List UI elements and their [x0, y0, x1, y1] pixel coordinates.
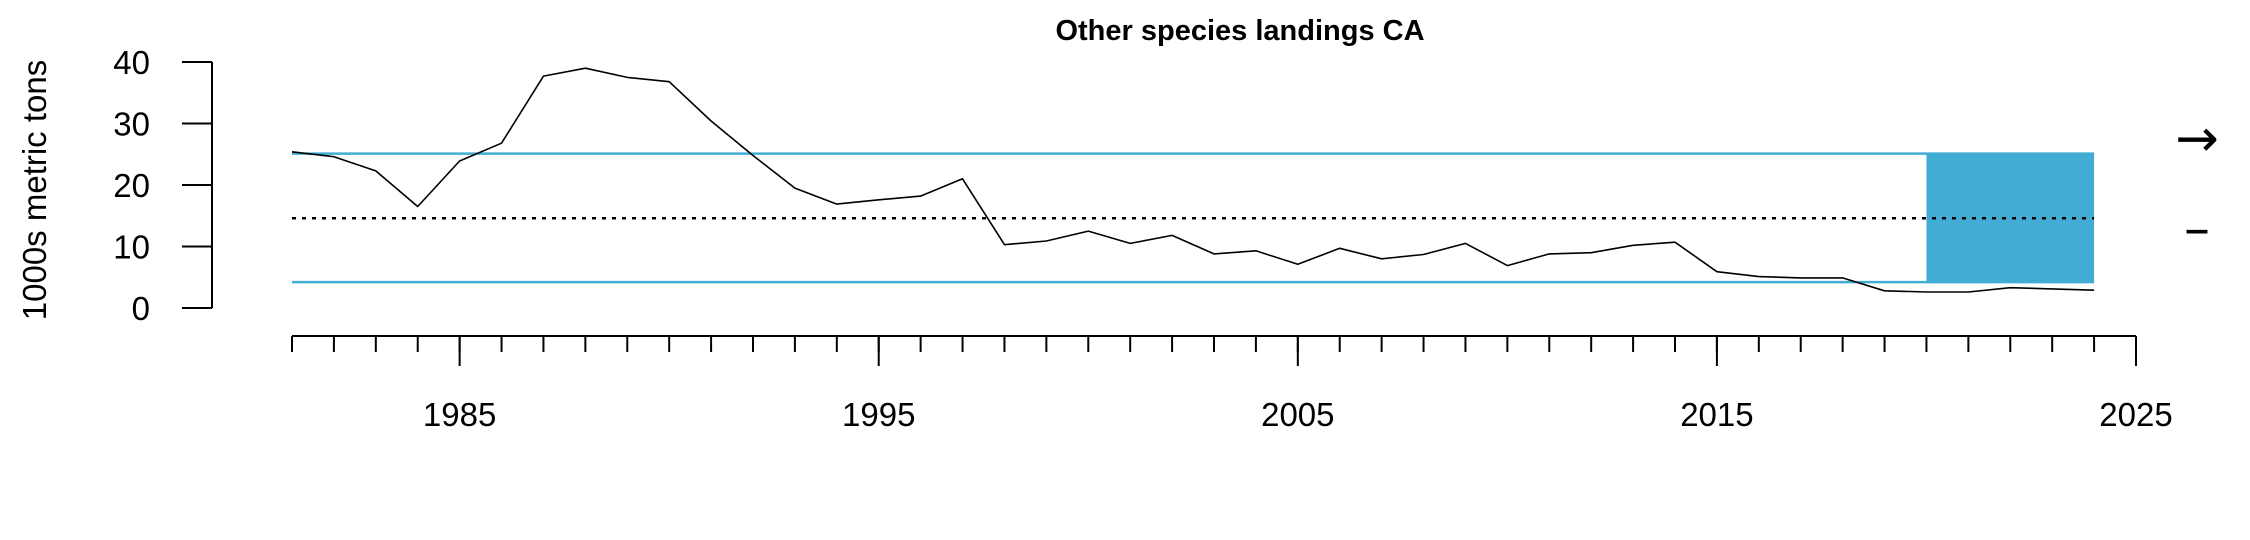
y-tick-label: 20 — [113, 167, 150, 204]
y-tick-label: 0 — [132, 290, 150, 327]
x-tick-label: 1985 — [423, 396, 496, 433]
x-axis: 1985 1995 2005 2015 2025 — [291, 335, 2173, 433]
trend-arrow-icon: → — [2175, 109, 2219, 169]
x-tick-label: 2015 — [1680, 396, 1753, 433]
y-tick-label: 30 — [113, 106, 150, 143]
chart-title: Other species landings CA — [1055, 15, 1424, 47]
recent-period-box — [1926, 153, 2095, 283]
y-tick-label: 40 — [113, 44, 150, 81]
y-axis: 0 10 20 30 40 — [113, 44, 213, 327]
y-tick-label: 10 — [113, 229, 150, 266]
plot-area — [291, 67, 2095, 293]
y-axis-label: 1000s metric tons — [16, 60, 53, 320]
x-tick-label: 1995 — [842, 396, 915, 433]
series-line-0 — [291, 67, 2095, 293]
mean-dash-icon: – — [2184, 199, 2210, 259]
x-tick-label: 2005 — [1261, 396, 1334, 433]
x-tick-label: 2025 — [2099, 396, 2172, 433]
